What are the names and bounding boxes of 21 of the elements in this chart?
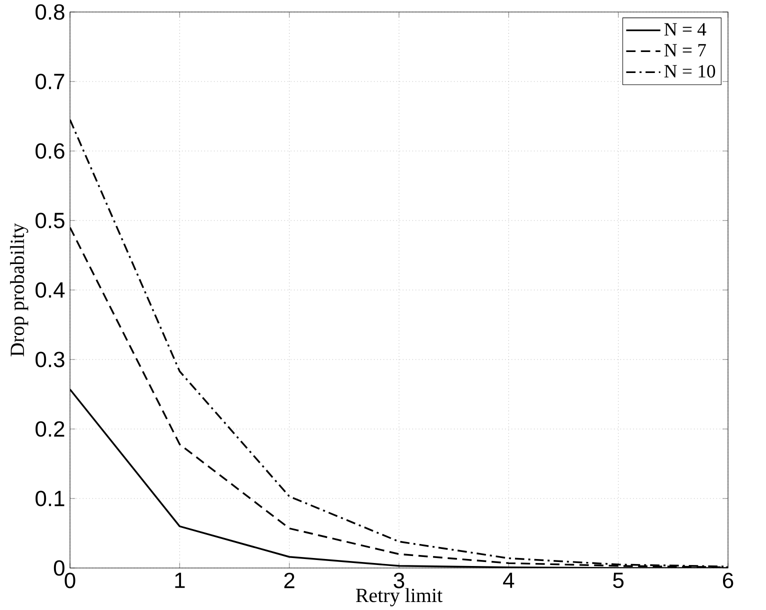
legend-label: N = 7	[664, 44, 706, 56]
y-tick-label: 0.6	[36, 143, 64, 159]
y-tick-label: 0.5	[36, 212, 64, 228]
legend-label: N = 10	[664, 64, 716, 78]
y-tick-label: 0.3	[36, 352, 64, 368]
y-tick-label: 0	[54, 560, 64, 576]
x-axis-title: Retry limit	[356, 588, 442, 606]
x-tick-label: 1	[175, 572, 185, 588]
x-tick-label: 4	[503, 572, 514, 588]
x-tick-label: 3	[394, 572, 404, 588]
legend-label: N = 4	[664, 23, 706, 36]
x-tick-label: 2	[284, 572, 294, 588]
y-tick-label: 0.7	[36, 74, 64, 90]
x-tick-label: 5	[613, 572, 624, 588]
y-tick-label: 0.2	[36, 421, 64, 437]
y-tick-label: 0.4	[36, 282, 65, 298]
y-axis-title: Drop probability	[10, 223, 28, 356]
y-tick-label: 0.8	[36, 4, 64, 20]
x-tick-label: 0	[64, 572, 76, 588]
x-tick-label: 6	[723, 572, 734, 588]
y-tick-label: 0.1	[36, 490, 64, 506]
